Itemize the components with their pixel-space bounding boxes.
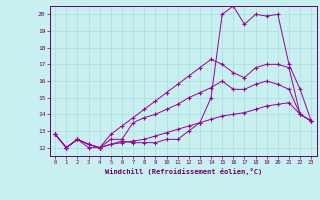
X-axis label: Windchill (Refroidissement éolien,°C): Windchill (Refroidissement éolien,°C) xyxy=(105,168,262,175)
